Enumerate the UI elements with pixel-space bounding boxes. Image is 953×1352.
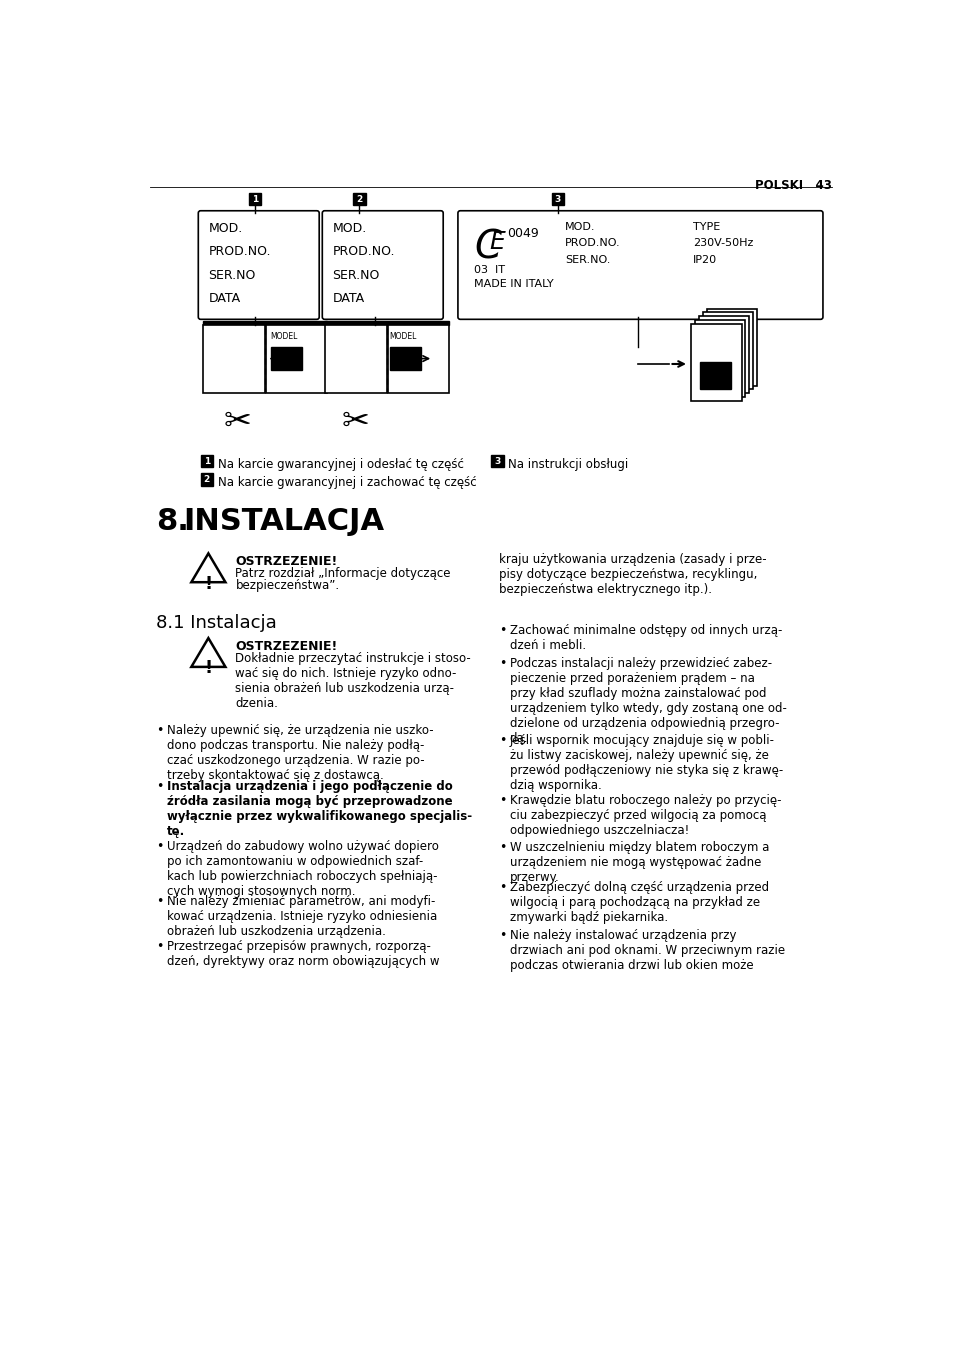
Text: 1: 1 bbox=[252, 195, 257, 204]
Text: MADE IN ITALY: MADE IN ITALY bbox=[474, 279, 554, 288]
Bar bbox=[700, 362, 731, 389]
Text: kraju użytkowania urządzenia (zasady i prze-
pisy dotyczące bezpieczeństwa, recy: kraju użytkowania urządzenia (zasady i p… bbox=[498, 553, 766, 596]
Text: •: • bbox=[156, 780, 164, 792]
Text: Instalacja urządzenia i jego podłączenie do
źródła zasilania mogą być przeprowad: Instalacja urządzenia i jego podłączenie… bbox=[167, 780, 472, 838]
Text: •: • bbox=[156, 940, 164, 953]
Text: 8.: 8. bbox=[156, 507, 189, 537]
Text: ✂: ✂ bbox=[224, 404, 252, 438]
Text: Jeśli wspornik mocujący znajduje się w pobli-
żu listwy zaciskowej, należy upewn: Jeśli wspornik mocujący znajduje się w p… bbox=[509, 734, 782, 791]
Text: 03  IT: 03 IT bbox=[474, 265, 505, 276]
Bar bbox=[388, 326, 448, 393]
Text: 3: 3 bbox=[494, 457, 500, 465]
Text: Zabezpieczyć dolną część urządzenia przed
wilgocią i parą pochodzącą na przykład: Zabezpieczyć dolną część urządzenia prze… bbox=[509, 882, 768, 925]
Text: PROD.NO.: PROD.NO. bbox=[564, 238, 619, 249]
Text: bezpieczeństwa”.: bezpieczeństwa”. bbox=[235, 579, 339, 592]
Bar bbox=[324, 320, 448, 326]
Text: 8.1 Instalacja: 8.1 Instalacja bbox=[156, 614, 277, 633]
Text: Podczas instalacji należy przewidzieć zabez-
pieczenie przed porażeniem prądem –: Podczas instalacji należy przewidzieć za… bbox=[509, 657, 786, 745]
Text: MOD.: MOD. bbox=[332, 222, 366, 235]
Text: POLSKI   43: POLSKI 43 bbox=[755, 180, 831, 192]
Text: OSTRZEZENIE!: OSTRZEZENIE! bbox=[235, 639, 337, 653]
Bar bbox=[702, 312, 753, 389]
Text: 0049: 0049 bbox=[506, 227, 537, 239]
Text: MODEL: MODEL bbox=[390, 331, 416, 341]
Text: DATA: DATA bbox=[332, 292, 364, 304]
Bar bbox=[203, 326, 265, 393]
Text: MODEL: MODEL bbox=[270, 331, 297, 341]
Text: •: • bbox=[498, 734, 506, 746]
Text: •: • bbox=[498, 841, 506, 854]
Text: Przestrzegać przepisów prawnych, rozporzą-
dzeń, dyrektywy oraz norm obowiązując: Przestrzegać przepisów prawnych, rozporz… bbox=[167, 940, 439, 968]
Text: PROD.NO.: PROD.NO. bbox=[332, 246, 395, 258]
Text: SER.NO: SER.NO bbox=[208, 269, 255, 281]
Text: •: • bbox=[498, 657, 506, 669]
Bar bbox=[271, 347, 302, 370]
Text: •: • bbox=[498, 882, 506, 895]
Text: MOD.: MOD. bbox=[564, 222, 595, 233]
Text: !: ! bbox=[204, 660, 213, 677]
Bar bbox=[691, 324, 740, 402]
Text: SER.NO.: SER.NO. bbox=[564, 254, 610, 265]
Text: C: C bbox=[474, 228, 500, 266]
Text: Zachować minimalne odstępy od innych urzą-
dzeń i mebli.: Zachować minimalne odstępy od innych urz… bbox=[509, 625, 781, 652]
Text: Dokładnie przeczytać instrukcje i stoso-
wać się do nich. Istnieje ryzyko odno-
: Dokładnie przeczytać instrukcje i stoso-… bbox=[235, 652, 471, 710]
Bar bbox=[200, 454, 213, 468]
Text: MOD.: MOD. bbox=[208, 222, 242, 235]
Bar bbox=[491, 454, 503, 468]
Bar bbox=[200, 473, 213, 485]
Text: TYPE: TYPE bbox=[692, 222, 720, 233]
Text: Krawędzie blatu roboczego należy po przycię-
ciu zabezpieczyć przed wilgocią za : Krawędzie blatu roboczego należy po przy… bbox=[509, 794, 781, 837]
Bar bbox=[699, 316, 748, 393]
Text: W uszczelnieniu między blatem roboczym a
urządzeniem nie mogą występować żadne
p: W uszczelnieniu między blatem roboczym a… bbox=[509, 841, 768, 884]
Text: Na karcie gwarancyjnej i odesłać tę część: Na karcie gwarancyjnej i odesłać tę częś… bbox=[217, 457, 463, 470]
Bar bbox=[551, 193, 563, 206]
Text: •: • bbox=[156, 840, 164, 853]
Text: •: • bbox=[156, 895, 164, 909]
Text: •: • bbox=[498, 625, 506, 637]
Text: Urządzeń do zabudowy wolno używać dopiero
po ich zamontowaniu w odpowiednich sza: Urządzeń do zabudowy wolno używać dopier… bbox=[167, 840, 438, 898]
Text: IP20: IP20 bbox=[692, 254, 716, 265]
FancyBboxPatch shape bbox=[322, 211, 443, 319]
Text: Należy upewnić się, że urządzenia nie uszko-
dono podczas transportu. Nie należy: Należy upewnić się, że urządzenia nie us… bbox=[167, 725, 434, 783]
Text: 230V-50Hz: 230V-50Hz bbox=[692, 238, 752, 249]
Text: 3: 3 bbox=[555, 195, 560, 204]
Text: SER.NO: SER.NO bbox=[332, 269, 379, 281]
Text: E: E bbox=[489, 230, 505, 254]
Bar bbox=[390, 347, 421, 370]
Text: •: • bbox=[498, 794, 506, 807]
Text: Patrz rozdział „Informacje dotyczące: Patrz rozdział „Informacje dotyczące bbox=[235, 568, 451, 580]
FancyBboxPatch shape bbox=[457, 211, 822, 319]
Bar bbox=[324, 326, 386, 393]
Text: Nie należy zmieniać parametrów, ani modyfi-
kować urządzenia. Istnieje ryzyko od: Nie należy zmieniać parametrów, ani mody… bbox=[167, 895, 437, 938]
Bar bbox=[353, 193, 365, 206]
Text: ✂: ✂ bbox=[341, 404, 369, 438]
FancyBboxPatch shape bbox=[198, 211, 319, 319]
Bar bbox=[203, 320, 327, 326]
Text: DATA: DATA bbox=[208, 292, 240, 304]
Text: •: • bbox=[156, 725, 164, 737]
Text: Nie należy instalować urządzenia przy
drzwiach ani pod oknami. W przeciwnym razi: Nie należy instalować urządzenia przy dr… bbox=[509, 929, 784, 972]
Text: PROD.NO.: PROD.NO. bbox=[208, 246, 271, 258]
Text: !: ! bbox=[204, 575, 213, 592]
Bar bbox=[249, 193, 261, 206]
Bar bbox=[695, 320, 744, 397]
Text: INSTALACJA: INSTALACJA bbox=[183, 507, 383, 537]
Text: 1: 1 bbox=[204, 457, 210, 465]
Bar bbox=[266, 326, 327, 393]
Text: 2: 2 bbox=[204, 475, 210, 484]
Text: Na karcie gwarancyjnej i zachować tę część: Na karcie gwarancyjnej i zachować tę czę… bbox=[217, 476, 476, 489]
Text: 2: 2 bbox=[356, 195, 362, 204]
Text: Na instrukcji obsługi: Na instrukcji obsługi bbox=[508, 457, 628, 470]
Text: •: • bbox=[498, 929, 506, 942]
Text: OSTRZEZENIE!: OSTRZEZENIE! bbox=[235, 554, 337, 568]
Bar bbox=[706, 308, 757, 385]
